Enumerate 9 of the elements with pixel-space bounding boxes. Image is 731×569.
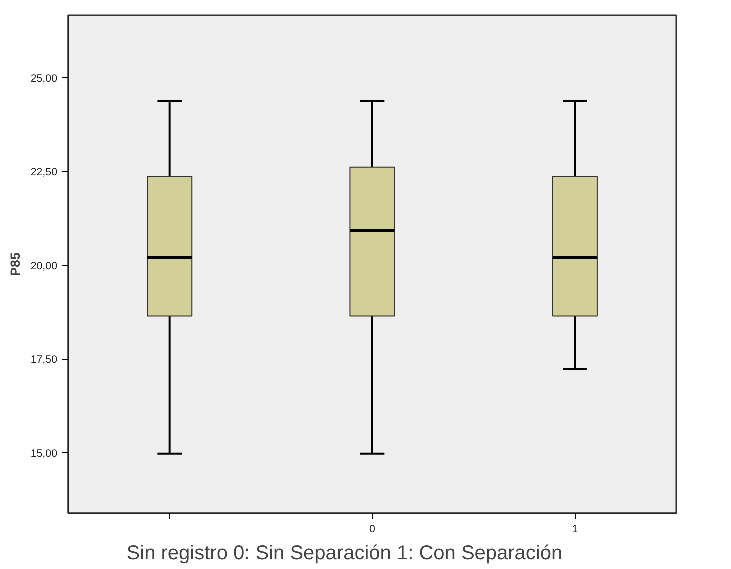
- x-tick-label: 1: [572, 524, 578, 536]
- y-tick-label: 25,00: [30, 72, 58, 85]
- y-tick-label: 22,50: [30, 166, 58, 178]
- y-axis-title: P85: [8, 252, 23, 276]
- y-tick-label: 15,00: [30, 448, 58, 460]
- text: Sin registro 0: Sin Separación 1: Con Separación: [126, 542, 563, 564]
- y-tick-label: 20,00: [30, 260, 58, 272]
- x-tick-label: 0: [370, 524, 376, 536]
- y-tick-label: 17,50: [30, 354, 58, 366]
